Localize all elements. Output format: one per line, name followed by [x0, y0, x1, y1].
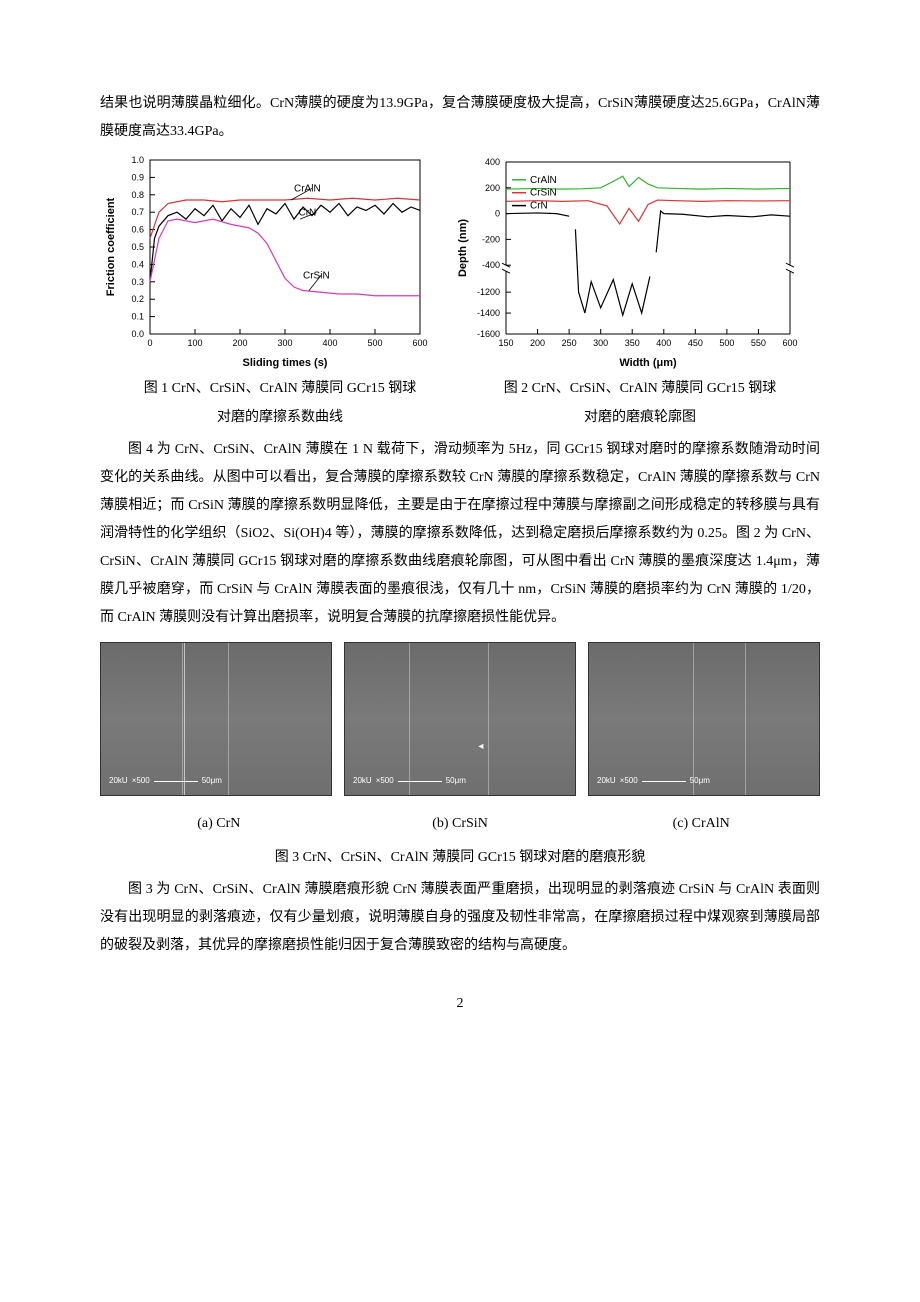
caption-fig2-line2: 对磨的磨痕轮廓图: [460, 405, 820, 430]
figure-caption-row-2: 对磨的摩擦系数曲线 对磨的磨痕轮廓图: [100, 405, 820, 430]
svg-text:600: 600: [412, 338, 427, 348]
sem-label-b: (b) CrSiN: [341, 810, 579, 838]
svg-text:-200: -200: [482, 234, 500, 244]
svg-text:300: 300: [593, 338, 608, 348]
sem-label-a: (a) CrN: [100, 810, 338, 838]
friction-chart: 0 100 200 300 400 500 600 0.0 0.1 0.2 0.3 0.4 0.5 0.6…: [100, 152, 430, 372]
svg-text:400: 400: [485, 157, 500, 167]
svg-text:CrN: CrN: [299, 208, 317, 219]
svg-text:0.2: 0.2: [131, 294, 144, 304]
caption-fig3: 图 3 CrN、CrSiN、CrAlN 薄膜同 GCr15 钢球对磨的磨痕形貌: [100, 844, 820, 872]
svg-text:200: 200: [485, 183, 500, 193]
sem-kv: 20kU: [353, 773, 372, 789]
svg-text:500: 500: [367, 338, 382, 348]
svg-text:600: 600: [782, 338, 797, 348]
sem-label-c: (c) CrAlN: [582, 810, 820, 838]
svg-text:-400: -400: [482, 260, 500, 270]
svg-text:0: 0: [147, 338, 152, 348]
depth-profile-chart: 150 200 250 300 350 400 450 500 550 600 -400 -200 0 2…: [450, 152, 800, 372]
svg-text:Depth (nm): Depth (nm): [457, 219, 469, 277]
svg-text:Width (μm): Width (μm): [619, 357, 677, 369]
sem-scale: 50μm: [690, 773, 710, 789]
svg-text:CrN: CrN: [530, 201, 548, 212]
svg-text:-1400: -1400: [477, 308, 500, 318]
svg-text:400: 400: [322, 338, 337, 348]
svg-text:100: 100: [187, 338, 202, 348]
svg-text:CrSiN: CrSiN: [530, 188, 557, 199]
svg-text:550: 550: [751, 338, 766, 348]
figure-row-1: 0 100 200 300 400 500 600 0.0 0.1 0.2 0.3 0.4 0.5 0.6…: [100, 152, 820, 372]
svg-text:0.6: 0.6: [131, 225, 144, 235]
svg-text:150: 150: [498, 338, 513, 348]
caption-fig1-line1: 图 1 CrN、CrSiN、CrAlN 薄膜同 GCr15 钢球: [100, 376, 460, 401]
svg-text:CrAlN: CrAlN: [530, 175, 557, 186]
sem-image-craln: 20kU ×500 50μm: [588, 642, 820, 796]
svg-text:200: 200: [232, 338, 247, 348]
sem-image-row: 20kU ×500 50μm ◂ 20kU ×500 50μm 20kU ×50…: [100, 642, 820, 796]
sem-subcaption-row: (a) CrN (b) CrSiN (c) CrAlN: [100, 810, 820, 838]
caption-fig1-line2: 对磨的摩擦系数曲线: [100, 405, 460, 430]
page-number: 2: [100, 990, 820, 1018]
sem-mag: ×500: [376, 773, 394, 789]
svg-text:0.9: 0.9: [131, 172, 144, 182]
figure-caption-row: 图 1 CrN、CrSiN、CrAlN 薄膜同 GCr15 钢球 图 2 CrN…: [100, 376, 820, 401]
sem-scale: 50μm: [202, 773, 222, 789]
svg-text:-1600: -1600: [477, 329, 500, 339]
sem-mag: ×500: [620, 773, 638, 789]
svg-text:CrAlN: CrAlN: [294, 183, 321, 194]
svg-text:450: 450: [688, 338, 703, 348]
svg-text:0.5: 0.5: [131, 242, 144, 252]
sem-image-crsin: ◂ 20kU ×500 50μm: [344, 642, 576, 796]
body-paragraph-1: 图 4 为 CrN、CrSiN、CrAlN 薄膜在 1 N 载荷下，滑动频率为 …: [100, 436, 820, 632]
svg-text:300: 300: [277, 338, 292, 348]
svg-text:CrSiN: CrSiN: [303, 270, 330, 281]
svg-text:1.0: 1.0: [131, 155, 144, 165]
svg-text:0.3: 0.3: [131, 277, 144, 287]
svg-text:0.0: 0.0: [131, 329, 144, 339]
svg-text:-1200: -1200: [477, 287, 500, 297]
svg-text:0.7: 0.7: [131, 207, 144, 217]
svg-text:0.8: 0.8: [131, 190, 144, 200]
svg-text:0: 0: [495, 209, 500, 219]
svg-text:0.4: 0.4: [131, 259, 144, 269]
sem-kv: 20kU: [109, 773, 128, 789]
svg-text:Sliding times (s): Sliding times (s): [243, 357, 328, 369]
sem-image-crn: 20kU ×500 50μm: [100, 642, 332, 796]
svg-text:250: 250: [562, 338, 577, 348]
sem-mag: ×500: [132, 773, 150, 789]
svg-text:Friction coefficient: Friction coefficient: [105, 197, 117, 296]
svg-text:400: 400: [656, 338, 671, 348]
body-paragraph-2: 图 3 为 CrN、CrSiN、CrAlN 薄膜磨痕形貌 CrN 薄膜表面严重磨…: [100, 876, 820, 960]
svg-text:500: 500: [719, 338, 734, 348]
caption-fig2-line1: 图 2 CrN、CrSiN、CrAlN 薄膜同 GCr15 钢球: [460, 376, 820, 401]
svg-text:200: 200: [530, 338, 545, 348]
svg-text:350: 350: [625, 338, 640, 348]
intro-paragraph: 结果也说明薄膜晶粒细化。CrN薄膜的硬度为13.9GPa，复合薄膜硬度极大提高，…: [100, 90, 820, 146]
svg-text:0.1: 0.1: [131, 312, 144, 322]
sem-kv: 20kU: [597, 773, 616, 789]
sem-scale: 50μm: [446, 773, 466, 789]
